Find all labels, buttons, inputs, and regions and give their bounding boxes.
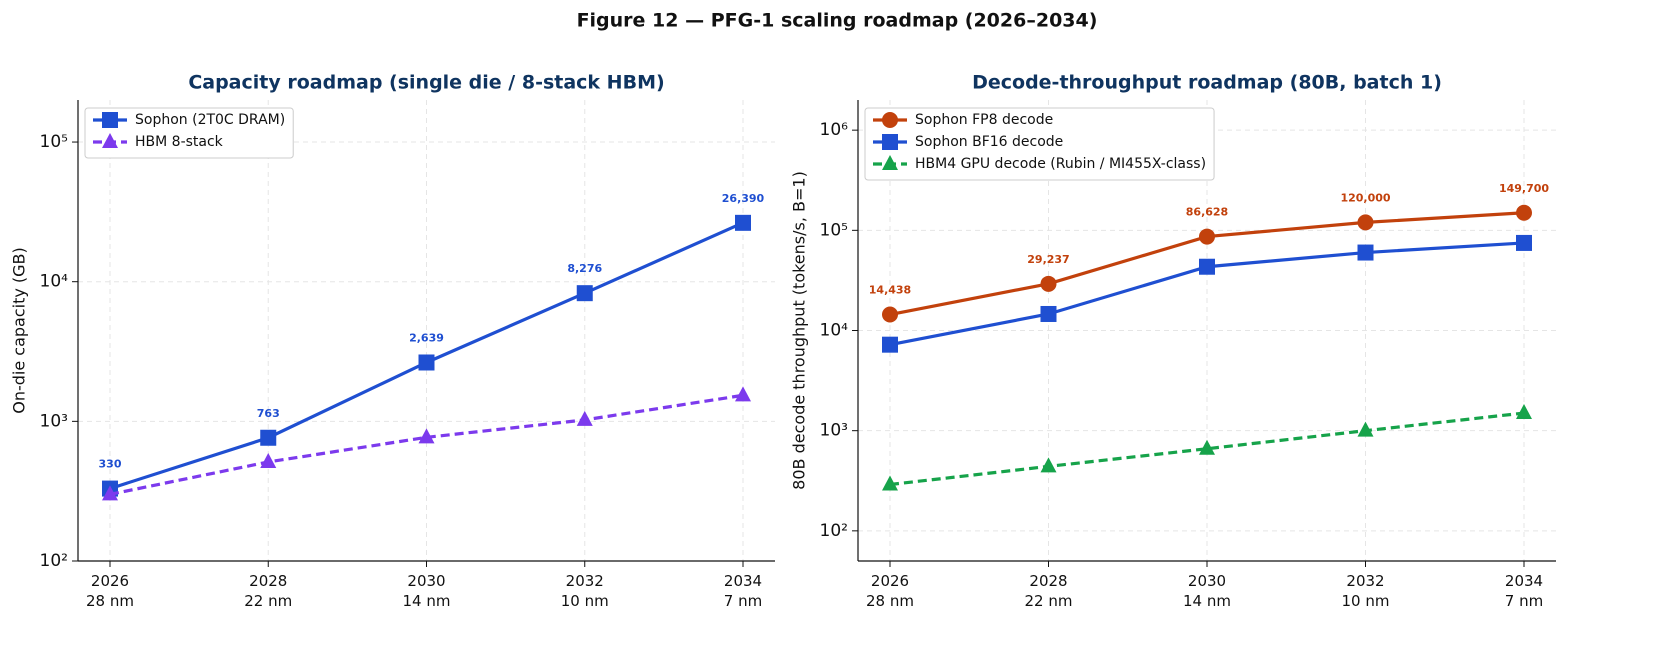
y-tick-label: 10² [40, 551, 68, 571]
data-label: 8,276 [567, 262, 602, 275]
legend-label: HBM 8-stack [135, 134, 224, 150]
data-point [882, 306, 898, 323]
data-point [1516, 204, 1532, 221]
data-point [1516, 234, 1532, 251]
legend-marker [102, 133, 118, 148]
data-point [576, 285, 593, 302]
legend-label: Sophon BF16 decode [915, 134, 1063, 150]
figure-title: Figure 12 — PFG-1 scaling roadmap (2026–… [577, 10, 1098, 32]
legend-marker [102, 112, 118, 128]
data-label: 14,438 [869, 284, 911, 297]
y-tick-label: 10⁶ [820, 120, 849, 140]
data-point [1357, 244, 1374, 261]
y-tick-label: 10⁵ [820, 220, 848, 240]
series-line [109, 393, 744, 496]
x-tick-label: 2026 28 nm [86, 572, 134, 610]
data-point [735, 386, 751, 402]
data-point [882, 475, 898, 491]
data-point [882, 336, 898, 353]
data-point [418, 428, 435, 444]
y-tick-label: 10³ [40, 411, 68, 431]
axes-title: Decode-throughput roadmap (80B, batch 1) [972, 72, 1442, 94]
x-tick-label: 2030 14 nm [1183, 572, 1231, 610]
legend-marker [882, 112, 898, 128]
data-point [1357, 421, 1374, 437]
data-point [1040, 275, 1057, 292]
x-tick-label: 2026 28 nm [866, 572, 914, 610]
x-tick-label: 2034 7 nm [1504, 572, 1544, 610]
x-tick-label: 2028 22 nm [1024, 572, 1073, 610]
data-label: 26,390 [722, 192, 765, 205]
data-point [1199, 228, 1215, 245]
data-label: 29,237 [1027, 253, 1069, 266]
data-point [576, 410, 593, 426]
data-label: 2,639 [409, 331, 444, 344]
axes-title: Capacity roadmap (single die / 8-stack H… [188, 72, 664, 94]
data-label: 120,000 [1340, 191, 1390, 204]
data-point [1040, 305, 1057, 322]
data-point [1199, 439, 1215, 455]
x-tick-label: 2032 10 nm [560, 572, 609, 610]
y-axis-label: On-die capacity (GB) [10, 247, 29, 414]
y-tick-label: 10³ [820, 421, 848, 441]
data-label: 86,628 [1186, 206, 1228, 219]
data-point [102, 485, 118, 501]
legend-marker [882, 134, 898, 150]
data-point [1040, 457, 1057, 473]
data-point [735, 214, 751, 231]
y-axis-label: 80B decode throughput (tokens/s, B=1) [790, 171, 809, 490]
data-point [260, 429, 277, 446]
data-point [1516, 404, 1532, 420]
x-tick-label: 2030 14 nm [402, 572, 451, 610]
y-tick-label: 10² [820, 521, 848, 541]
x-tick-label: 2034 7 nm [723, 572, 763, 610]
legend-label: HBM4 GPU decode (Rubin / MI455X-class) [915, 156, 1206, 172]
x-tick-label: 2032 10 nm [1341, 572, 1390, 610]
legend-label: Sophon (2T0C DRAM) [135, 112, 285, 128]
data-point [1199, 258, 1215, 275]
y-tick-label: 10⁴ [40, 272, 69, 292]
data-label: 330 [99, 458, 122, 471]
data-point [260, 452, 277, 468]
y-tick-label: 10⁵ [40, 132, 68, 152]
data-point [418, 354, 435, 371]
data-label: 763 [257, 407, 280, 420]
y-tick-label: 10⁴ [820, 321, 849, 341]
series-line [889, 411, 1525, 487]
legend-marker [882, 155, 898, 170]
x-tick-label: 2028 22 nm [244, 572, 293, 610]
legend-box [84, 107, 294, 159]
legend-box [864, 107, 1215, 181]
data-label: 149,700 [1499, 182, 1549, 195]
data-point [1357, 214, 1374, 231]
legend-label: Sophon FP8 decode [915, 112, 1053, 128]
